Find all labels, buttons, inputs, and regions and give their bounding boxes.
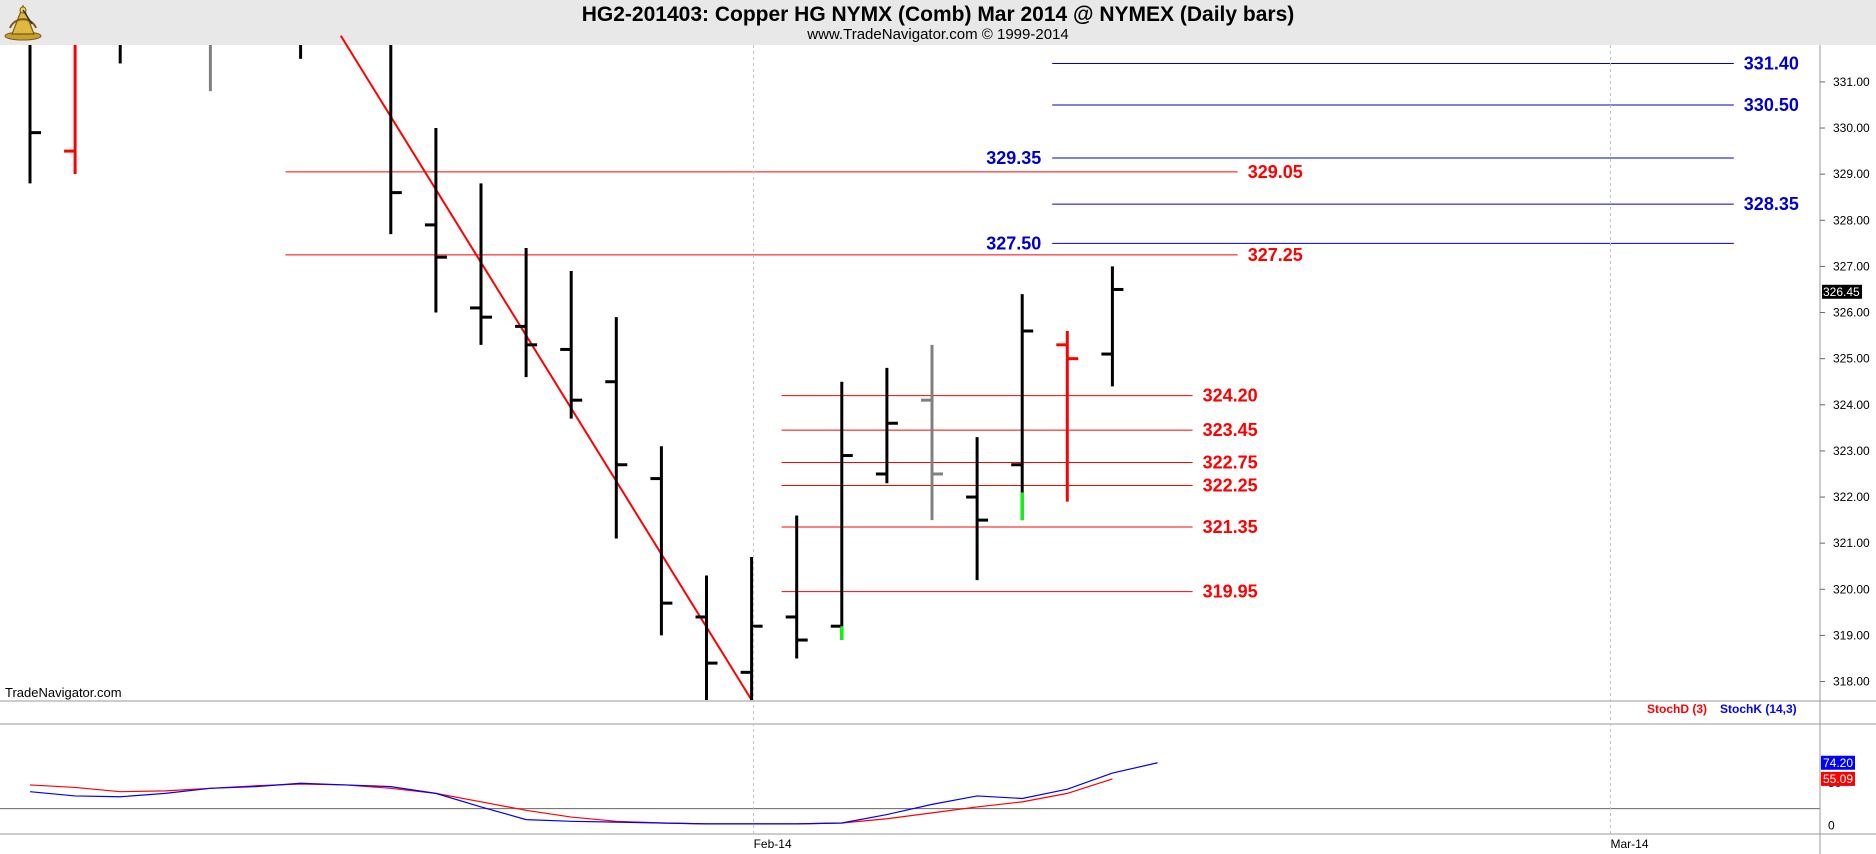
y-tick-label: 326.00	[1833, 306, 1870, 320]
stoch-k-last-label: 74.20	[1823, 756, 1853, 770]
y-tick-label: 323.00	[1833, 444, 1870, 458]
sextant-logo-icon	[4, 4, 42, 41]
price-level-label: 327.50	[986, 233, 1041, 253]
price-level-label: 329.05	[1248, 162, 1303, 182]
price-level-label: 329.35	[986, 148, 1041, 168]
stoch-k-legend: StochK (14,3)	[1720, 702, 1797, 716]
y-tick-label: 328.00	[1833, 213, 1870, 227]
price-level-label: 321.35	[1203, 517, 1258, 537]
price-level-label: 322.75	[1203, 452, 1258, 472]
y-tick-label: 324.00	[1833, 398, 1870, 412]
y-tick-label: 329.00	[1833, 167, 1870, 181]
x-tick-label: Mar-14	[1611, 837, 1649, 851]
stochastic-panel	[0, 762, 1820, 825]
chart-title: HG2-201403: Copper HG NYMX (Comb) Mar 20…	[581, 3, 1295, 26]
stoch-d-last-label: 55.09	[1823, 772, 1853, 786]
y-tick-label: 330.00	[1833, 121, 1870, 135]
price-level-label: 331.40	[1744, 53, 1799, 73]
stoch-d-legend: StochD (3)	[1647, 702, 1707, 716]
y-tick-label: 325.00	[1833, 352, 1870, 366]
price-level-label: 328.35	[1744, 194, 1799, 214]
price-level-label: 327.25	[1248, 245, 1303, 265]
y-tick-label: 327.00	[1833, 259, 1870, 273]
stoch-k-last-box	[1821, 755, 1855, 770]
stoch-d-last-box	[1821, 771, 1855, 786]
y-tick-label: 318.00	[1833, 675, 1870, 689]
downtrend-line	[339, 35, 753, 701]
stoch-y-tick-label: 0	[1828, 819, 1835, 833]
last-price-box	[1822, 284, 1862, 299]
copyright-notice: www.TradeNavigator.com © 1999-2014	[807, 26, 1069, 43]
price-panel: 331.40 330.50 329.35 328.35 327.50 329.05 327.…	[28, 35, 1799, 701]
price-level-label: 322.25	[1203, 476, 1258, 496]
watermark-text: TradeNavigator.com	[5, 685, 122, 700]
price-level-label: 324.20	[1203, 386, 1258, 406]
y-tick-label: 322.00	[1833, 490, 1870, 504]
y-tick-label: 320.00	[1833, 582, 1870, 596]
ohlc-bars	[28, 45, 1124, 700]
y-tick-label: 331.00	[1833, 75, 1870, 89]
y-tick-label: 321.00	[1833, 536, 1870, 550]
last-price-label: 326.45	[1823, 285, 1860, 299]
price-level-label: 330.50	[1744, 95, 1799, 115]
y-tick-label: 319.00	[1833, 628, 1870, 642]
axes: Feb-14 Mar-14 318.00 319.00 320.00 321.00 322.…	[0, 45, 1876, 854]
price-level-label: 319.95	[1203, 582, 1258, 602]
x-tick-label: Feb-14	[754, 837, 792, 851]
price-level-label: 323.45	[1203, 420, 1258, 440]
chart-header	[0, 0, 1876, 45]
stoch-series-line	[29, 762, 1158, 825]
